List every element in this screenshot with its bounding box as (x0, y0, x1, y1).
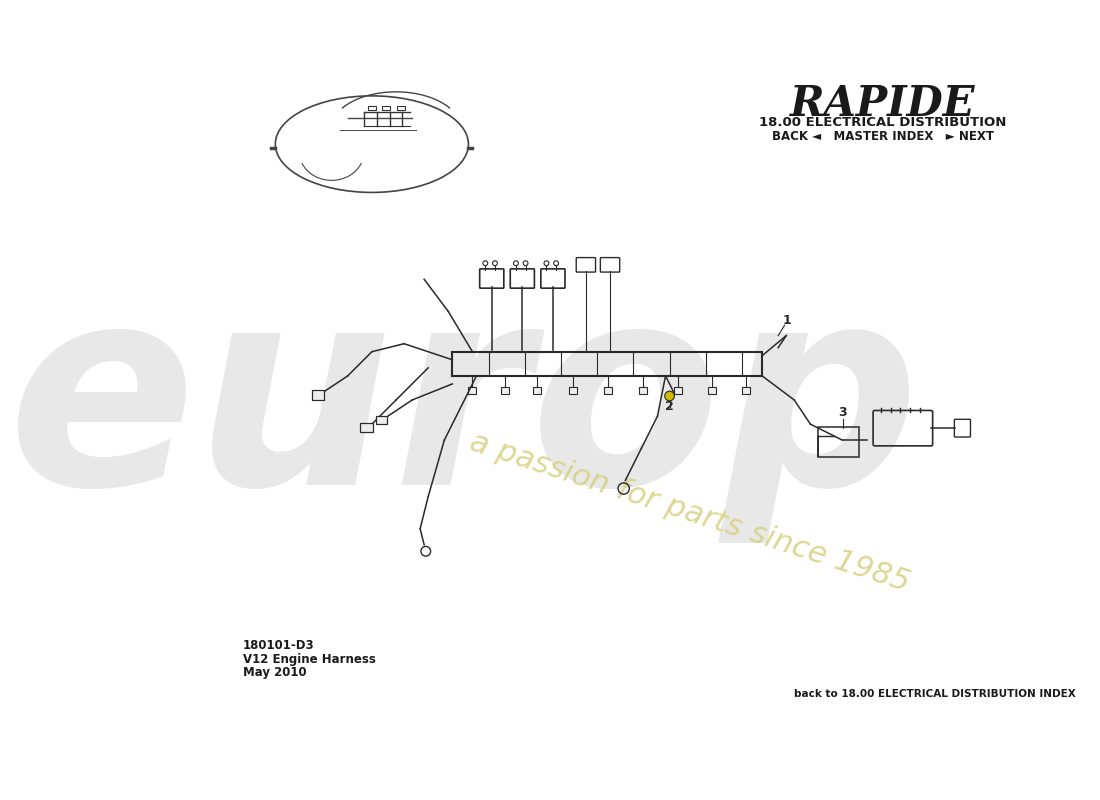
Bar (311, 390, 324, 400)
Circle shape (664, 391, 674, 401)
Text: May 2010: May 2010 (243, 666, 307, 679)
Bar (532, 387, 541, 394)
Text: a passion for parts since 1985: a passion for parts since 1985 (466, 428, 913, 598)
Bar (383, 106, 390, 110)
Bar (742, 387, 750, 394)
Bar (469, 387, 476, 394)
Bar (397, 106, 405, 110)
Text: 1: 1 (782, 314, 791, 326)
Text: V12 Engine Harness: V12 Engine Harness (243, 653, 376, 666)
Text: 18.00 ELECTRICAL DISTRIBUTION: 18.00 ELECTRICAL DISTRIBUTION (759, 116, 1006, 129)
Text: 3: 3 (838, 406, 847, 419)
Bar (569, 387, 578, 394)
Bar (604, 387, 612, 394)
Text: RAPIDE: RAPIDE (790, 83, 976, 125)
Bar (367, 106, 376, 110)
Bar (639, 387, 647, 394)
Text: back to 18.00 ELECTRICAL DISTRIBUTION INDEX: back to 18.00 ELECTRICAL DISTRIBUTION IN… (794, 689, 1076, 698)
Bar (673, 387, 682, 394)
Text: 2: 2 (666, 400, 674, 413)
Bar (708, 387, 716, 394)
Text: europ: europ (8, 273, 921, 543)
Text: 180101-D3: 180101-D3 (243, 639, 315, 652)
Text: BACK ◄   MASTER INDEX   ► NEXT: BACK ◄ MASTER INDEX ► NEXT (772, 130, 993, 142)
Bar (376, 416, 387, 424)
Bar (360, 422, 373, 432)
Bar (500, 387, 508, 394)
